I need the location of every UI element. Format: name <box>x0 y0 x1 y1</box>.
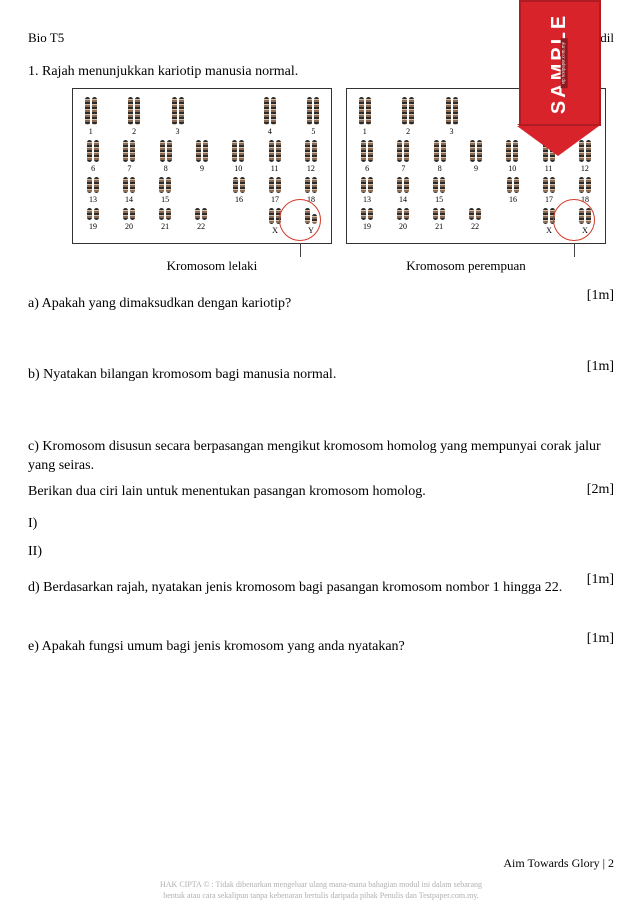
chromosome-pair: 8 <box>430 140 450 173</box>
chromosome-pair: 14 <box>393 177 413 204</box>
chromosome-pair: 20 <box>119 208 139 235</box>
q1a: a) Apakah yang dimaksudkan dengan kariot… <box>28 294 567 314</box>
copyright-l1: HAK CIPTA © : Tidak dibenarkan mengeluar… <box>0 880 642 890</box>
caption-row: Kromosom lelaki Kromosom perempuan <box>64 258 614 274</box>
q1a-marks: [1m] <box>587 288 614 304</box>
chromosome-pair: 4 <box>262 97 277 136</box>
chromosome-pair: 16 <box>229 177 249 204</box>
karyotype-male: 12345678910111213141516171819202122XY <box>72 88 332 244</box>
chromosome-pair: X <box>265 208 285 235</box>
q1c-line2: Berikan dua ciri lain untuk menentukan p… <box>28 482 567 502</box>
chromosome-pair: 13 <box>357 177 377 204</box>
chromosome-pair: X <box>539 208 559 235</box>
chromosome-pair: 3 <box>444 97 459 136</box>
chromosome-pair: 2 <box>126 97 141 136</box>
chromosome-pair: 17 <box>539 177 559 204</box>
chromosome-pair: 12 <box>301 140 321 173</box>
sample-subtext: stp testpaper.com.my <box>560 38 567 88</box>
chromosome-pair: 20 <box>393 208 413 235</box>
chromosome-pair: 1 <box>83 97 98 136</box>
copyright: HAK CIPTA © : Tidak dibenarkan mengeluar… <box>0 880 642 901</box>
q1c-marks: [2m] <box>587 482 614 498</box>
chromosome-pair: 9 <box>466 140 486 173</box>
chromosome-pair: 19 <box>357 208 377 235</box>
chromosome-pair: 19 <box>83 208 103 235</box>
chromosome-pair: 15 <box>429 177 449 204</box>
chromosome-pair: 16 <box>503 177 523 204</box>
chromosome-pair: X <box>575 208 595 235</box>
chromosome-pair: Y <box>301 208 321 235</box>
chromosome-pair: 6 <box>83 140 103 173</box>
chromosome-pair: 9 <box>192 140 212 173</box>
chromosome-pair: 22 <box>465 208 485 235</box>
chromosome-pair: 21 <box>155 208 175 235</box>
q1e: e) Apakah fungsi umum bagi jenis kromoso… <box>28 637 567 657</box>
footer: Aim Towards Glory | 2 <box>503 856 614 871</box>
chromosome-pair: 17 <box>265 177 285 204</box>
chromosome-pair: 14 <box>119 177 139 204</box>
q1b: b) Nyatakan bilangan kromosom bagi manus… <box>28 365 567 385</box>
q1d-marks: [1m] <box>587 572 614 588</box>
q1b-marks: [1m] <box>587 359 614 375</box>
chromosome-pair: 18 <box>575 177 595 204</box>
header-left: Bio T5 <box>28 30 64 46</box>
chromosome-pair: 18 <box>301 177 321 204</box>
chromosome-pair: 10 <box>228 140 248 173</box>
chromosome-pair: 15 <box>155 177 175 204</box>
chromosome-pair: 5 <box>306 97 321 136</box>
chromosome-pair: 22 <box>191 208 211 235</box>
caption-male: Kromosom lelaki <box>92 258 332 274</box>
chromosome-pair: 13 <box>83 177 103 204</box>
q1d: d) Berdasarkan rajah, nyatakan jenis kro… <box>28 578 567 598</box>
caption-female: Kromosom perempuan <box>346 258 586 274</box>
chromosome-pair: 7 <box>119 140 139 173</box>
copyright-l2: bentuk atau cara sekalipun tanpa kebenar… <box>0 891 642 901</box>
sample-badge: SAMPLE stp testpaper.com.my <box>519 0 597 150</box>
q1c-i: I) <box>28 516 614 532</box>
chromosome-pair: 7 <box>393 140 413 173</box>
q1e-marks: [1m] <box>587 631 614 647</box>
q1c-ii: II) <box>28 544 614 560</box>
chromosome-pair: 8 <box>156 140 176 173</box>
chromosome-pair: 6 <box>357 140 377 173</box>
chromosome-pair: 1 <box>357 97 372 136</box>
chromosome-pair: 11 <box>264 140 284 173</box>
chromosome-pair: 3 <box>170 97 185 136</box>
chromosome-pair: 21 <box>429 208 449 235</box>
q1c-line1: c) Kromosom disusun secara berpasangan m… <box>28 437 614 476</box>
chromosome-pair: 2 <box>400 97 415 136</box>
